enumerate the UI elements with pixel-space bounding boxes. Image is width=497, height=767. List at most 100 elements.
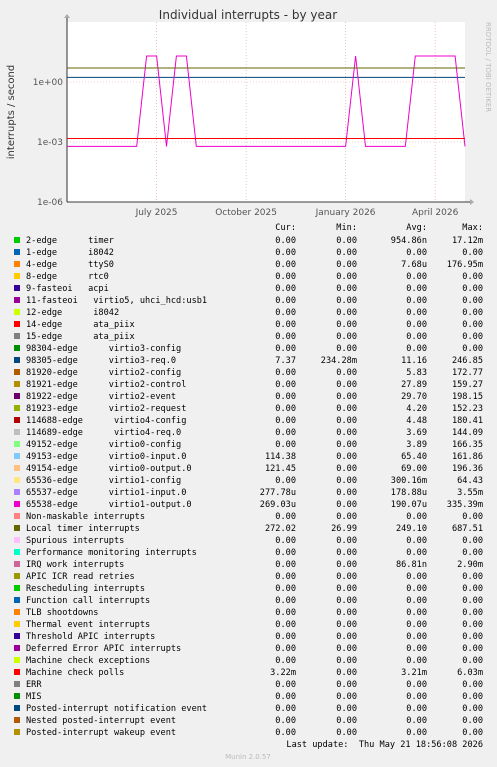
legend-stat: 27.89 [401,380,427,390]
legend-label: Spurious interrupts [26,536,124,546]
legend-stat: 0.00 [462,716,483,726]
legend-label: IRQ work interrupts [26,560,124,570]
legend-stat: 190.07u [391,500,427,510]
legend-stat: 0.00 [336,608,357,618]
legend-stat: 0.00 [462,284,483,294]
legend-stat: 114.38 [265,452,296,462]
legend-stat: 0.00 [462,320,483,330]
legend-stat: 4.48 [406,416,427,426]
legend-label: Performance monitoring interrupts [26,548,197,558]
legend-label: Nested posted-interrupt event [26,716,176,726]
legend-stat: 0.00 [275,656,296,666]
legend-stat: 0.00 [406,680,427,690]
legend-stat: 0.00 [336,644,357,654]
legend-stat: 65.40 [401,452,427,462]
legend-stat: 7.37 [275,356,296,366]
legend-swatch [14,405,20,411]
legend-stat: 0.00 [336,440,357,450]
legend-stat: 0.00 [406,620,427,630]
legend-stat: 121.45 [265,464,296,474]
legend-stat: 0.00 [406,320,427,330]
legend-stat: 0.00 [462,248,483,258]
legend-swatch [14,417,20,423]
legend-stat: 0.00 [336,416,357,426]
legend-label: Posted-interrupt notification event [26,704,207,714]
legend-stat: 0.00 [406,656,427,666]
legend-stat: 0.00 [406,608,427,618]
legend-label: 114688-edge virtio4-config [26,416,186,426]
legend-stat: 0.00 [406,284,427,294]
legend-stat: 0.00 [275,440,296,450]
legend-stat: 0.00 [275,260,296,270]
legend-swatch [14,465,20,471]
legend-label: 11-fasteoi virtio5, uhci_hcd:usb1 [26,296,207,306]
table-header: Avg: [406,223,427,233]
legend-stat: 7.68u [401,260,427,270]
legend-label: 98305-edge virtio3-req.0 [26,356,176,366]
legend-label: Rescheduling interrupts [26,584,145,594]
plot-area [67,22,465,202]
legend-stat: 0.00 [275,512,296,522]
legend-stat: 29.70 [401,392,427,402]
legend-stat: 0.00 [275,392,296,402]
legend-stat: 0.00 [336,560,357,570]
axis-arrow [64,14,70,18]
legend-stat: 0.00 [275,572,296,582]
side-note: RRDTOOL / TOBI OETIKER [484,22,492,112]
legend-label: 4-edge ttyS0 [26,260,114,270]
legend-stat: 0.00 [336,248,357,258]
legend-stat: 0.00 [336,260,357,270]
legend-label: Threshold APIC interrupts [26,632,155,642]
legend-swatch [14,237,20,243]
legend-stat: 0.00 [406,512,427,522]
legend-label: 98304-edge virtio3-config [26,344,181,354]
legend-swatch [14,309,20,315]
legend-label: 14-edge ata_piix [26,320,135,330]
legend-stat: 0.00 [336,548,357,558]
legend-stat: 0.00 [275,560,296,570]
axis-arrow [470,199,474,205]
legend-stat: 0.00 [336,668,357,678]
legend-label: 1-edge i8042 [26,248,114,258]
legend-stat: 0.00 [462,656,483,666]
legend-stat: 272.02 [265,524,296,534]
legend-stat: 0.00 [406,272,427,282]
legend-stat: 0.00 [336,596,357,606]
legend-swatch [14,429,20,435]
legend-stat: 0.00 [406,332,427,342]
legend-stat: 0.00 [462,272,483,282]
legend-stat: 0.00 [336,476,357,486]
legend-stat: 0.00 [275,368,296,378]
legend-stat: 166.35 [452,440,483,450]
legend-label: 8-edge rtc0 [26,272,109,282]
legend-stat: 0.00 [462,296,483,306]
legend-stat: 0.00 [336,332,357,342]
legend-stat: 0.00 [336,452,357,462]
legend-label: MIS [26,692,42,702]
legend-stat: 0.00 [462,692,483,702]
legend-stat: 0.00 [462,308,483,318]
legend-stat: 0.00 [336,716,357,726]
legend-stat: 0.00 [336,728,357,738]
legend-stat: 0.00 [406,596,427,606]
legend-stat: 0.00 [336,380,357,390]
legend-label: 114689-edge virtio4-req.0 [26,428,181,438]
legend-stat: 0.00 [275,632,296,642]
legend-stat: 269.03u [260,500,296,510]
legend-swatch [14,321,20,327]
legend-stat: 2.90m [457,560,483,570]
legend-stat: 0.00 [275,644,296,654]
legend-stat: 0.00 [275,596,296,606]
legend-stat: 172.77 [452,368,483,378]
legend-label: 9-fasteoi acpi [26,284,109,294]
last-update: Last update: Thu May 21 18:56:08 2026 [286,740,483,750]
legend-swatch [14,585,20,591]
legend-swatch [14,357,20,363]
legend-stat: 0.00 [336,392,357,402]
legend-stat: 26.99 [331,524,357,534]
legend-stat: 144.09 [452,428,483,438]
legend-label: 65538-edge virtio1-output.0 [26,500,192,510]
legend-stat: 0.00 [462,680,483,690]
legend-stat: 0.00 [462,632,483,642]
legend-label: 49153-edge virtio0-input.0 [26,452,186,462]
